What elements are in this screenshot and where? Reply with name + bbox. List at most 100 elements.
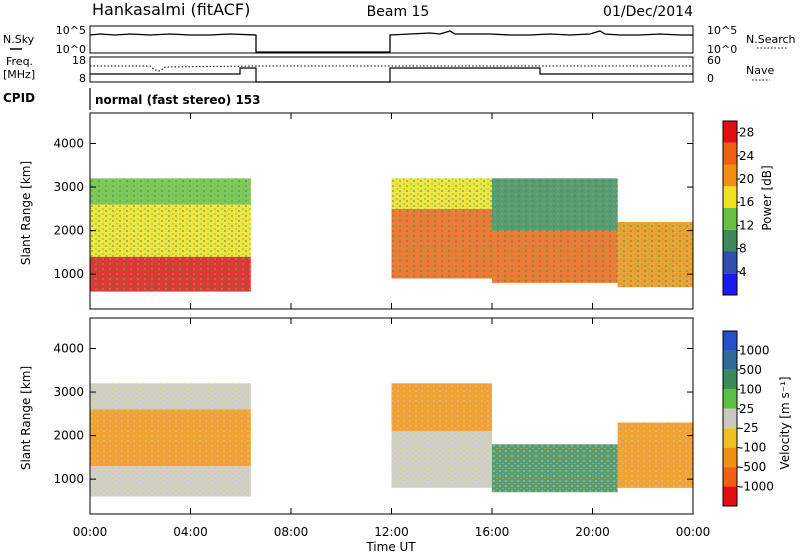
freq-strip (89, 56, 694, 83)
nsky-label: N.Sky (3, 33, 35, 46)
freq-tick-low: 8 (79, 72, 86, 85)
power-ylabel: Slant Range [km] (19, 161, 33, 265)
velocity-region-texture-3 (391, 431, 492, 488)
nsky-tick-high: 10^5 (56, 24, 86, 37)
xtick-label-4: 16:00 (475, 525, 510, 539)
power-colorbar-label-6: 28 (739, 126, 754, 140)
velocity-colorbar-label-2: 100 (739, 382, 762, 396)
power-colorbar: 4 8 12 16 20 24 28 (722, 120, 754, 296)
freq-label-line2: [MHz] (3, 68, 35, 81)
velocity-ytick-label-3: 4000 (53, 341, 84, 355)
power-axis: 1000 2000 3000 4000 (53, 113, 694, 309)
station-title: Hankasalmi (fitACF) (92, 0, 250, 19)
nsky-tick-low: 10^0 (56, 43, 86, 56)
time-axis: 00:00 04:00 08:00 12:00 16:00 20:00 00:00 (73, 525, 711, 539)
power-region-texture-3 (391, 208, 492, 279)
cpid-label: CPID (3, 91, 35, 105)
velocity-colorbar-label-1: 500 (739, 363, 762, 377)
power-ytick-label-2: 3000 (53, 180, 84, 194)
velocity-colorbar-swatch-0 (723, 331, 737, 351)
power-colorbar-label-1: 8 (739, 242, 747, 256)
power-colorbar-swatch-6 (723, 142, 737, 165)
power-colorbar-swatch-1 (723, 251, 737, 274)
nave-tick-low: 0 (707, 72, 714, 85)
velocity-region-texture-0 (90, 466, 251, 497)
nave-series (90, 67, 693, 83)
power-heatmap-data (90, 113, 693, 309)
velocity-ytick-label-1: 2000 (53, 429, 84, 443)
xtick-label-2: 08:00 (274, 525, 309, 539)
velocity-colorbar-label-6: -500 (739, 460, 766, 474)
velocity-colorbar-label-3: 25 (739, 402, 754, 416)
nave-tick-high: 60 (707, 54, 721, 67)
velocity-colorbar-swatch-7 (723, 467, 737, 487)
power-region-texture-7 (617, 221, 693, 288)
power-region-texture-4 (391, 178, 492, 209)
power-colorbar-swatch-2 (723, 229, 737, 252)
power-colorbar-swatch-5 (723, 164, 737, 187)
power-colorbar-label-0: 4 (739, 265, 747, 279)
nsearch-label: N.Search (746, 33, 796, 46)
velocity-region-texture-2 (90, 383, 251, 410)
cpid-text: normal (fast stereo) 153 (95, 93, 261, 107)
velocity-colorbar-swatch-2 (723, 369, 737, 390)
velocity-ytick-label-0: 1000 (53, 472, 84, 486)
velocity-colorbar-swatch-3 (723, 389, 737, 409)
power-region-texture-0 (90, 256, 251, 292)
xtick-label-3: 12:00 (374, 525, 409, 539)
date-title: 01/Dec/2014 (603, 4, 693, 20)
velocity-colorbar-swatch-1 (723, 350, 737, 370)
velocity-ytick-label-2: 3000 (53, 385, 84, 399)
velocity-colorbar-swatch-8 (723, 486, 737, 506)
velocity-colorbar-swatch-5 (723, 428, 737, 448)
power-colorbar-swatch-0 (723, 273, 737, 295)
nsky-strip (89, 25, 694, 54)
velocity-colorbar-label-0: 1000 (739, 343, 770, 357)
power-colorbar-label-4: 20 (739, 172, 754, 186)
velocity-region-texture-4 (391, 383, 492, 432)
power-region-texture-6 (492, 178, 618, 231)
velocity-axis: 1000 2000 3000 4000 (53, 318, 694, 514)
power-colorbar-label: Power [dB] (760, 165, 774, 230)
power-ytick-label-3: 4000 (53, 136, 84, 150)
velocity-colorbar-swatch-4 (723, 408, 737, 429)
xtick-label-6: 00:00 (676, 525, 711, 539)
beam-title: Beam 15 (367, 4, 430, 20)
power-data-gap-0 (253, 113, 392, 309)
xtick-label-1: 04:00 (173, 525, 208, 539)
xtick-label-5: 20:00 (575, 525, 610, 539)
power-ytick-label-1: 2000 (53, 224, 84, 238)
velocity-ylabel: Slant Range [km] (19, 366, 33, 470)
xtick-label-0: 00:00 (73, 525, 108, 539)
power-colorbar-label-2: 12 (739, 218, 754, 232)
nsearch-tick-high: 10^5 (707, 24, 737, 37)
velocity-colorbar-label-7: -1000 (739, 480, 774, 494)
velocity-colorbar: 1000 500 100 25 -25 -100 -500 -1000 (722, 330, 774, 507)
freq-dotted-series (90, 65, 693, 72)
velocity-colorbar-swatch-6 (723, 447, 737, 468)
velocity-data-gap-0 (253, 318, 392, 514)
power-region-texture-5 (492, 230, 618, 283)
nave-label: Nave (746, 64, 774, 77)
velocity-colorbar-label-4: -25 (739, 421, 759, 435)
x-axis-label: Time UT (365, 540, 416, 554)
velocity-region-texture-6 (617, 422, 693, 488)
freq-label-line1: Freq. (6, 55, 33, 68)
nsearch-tick-low: 10^0 (707, 43, 737, 56)
power-colorbar-frame (722, 120, 738, 296)
velocity-colorbar-frame (722, 330, 738, 507)
velocity-region-texture-5 (492, 444, 618, 493)
power-colorbar-swatch-3 (723, 208, 737, 230)
freq-tick-high: 18 (72, 54, 86, 67)
power-colorbar-label-5: 24 (739, 149, 754, 163)
nsky-series (89, 30, 693, 53)
power-colorbar-label-3: 16 (739, 195, 754, 209)
power-region-texture-1 (90, 204, 251, 257)
power-ytick-label-0: 1000 (53, 267, 84, 281)
velocity-heatmap-data (90, 318, 693, 514)
power-region-texture-2 (90, 178, 251, 205)
power-colorbar-swatch-7 (723, 121, 737, 143)
velocity-colorbar-label-5: -100 (739, 441, 766, 455)
power-colorbar-swatch-4 (723, 186, 737, 208)
